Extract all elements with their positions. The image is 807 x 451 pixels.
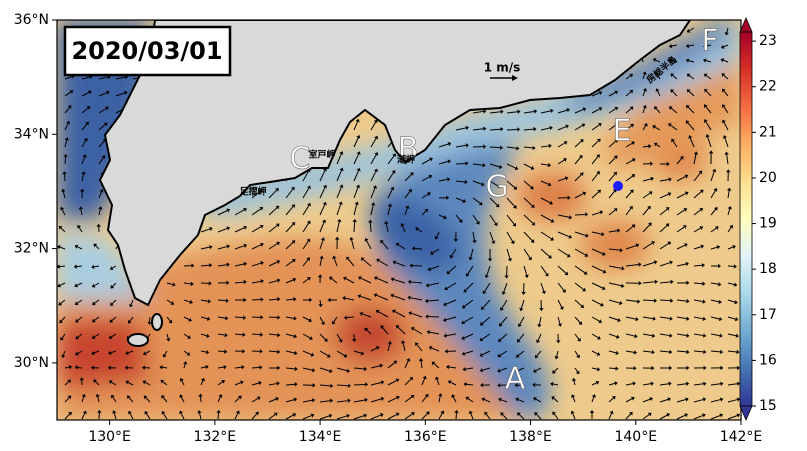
colorbar-bar [740,32,752,406]
point-label: F [701,24,718,59]
vector-shaft [507,129,517,130]
island [152,314,162,330]
vector-shaft [286,299,294,300]
vector-shaft [694,265,702,266]
colorbar-tick-label: 23 [759,33,777,49]
vector-shaft [370,223,371,232]
x-tick-label: 134°E [299,429,342,445]
y-tick-label: 30°N [14,355,49,371]
vector-shaft [660,300,670,301]
colorbar-tick-label: 19 [759,216,777,232]
vector-shaft [320,300,321,304]
y-tick-label: 36°N [14,12,49,28]
colorbar-tick-label: 17 [759,307,777,323]
point-label: G [485,170,508,205]
x-tick-label: 130°E [88,429,131,445]
vector-shaft [347,317,354,318]
vector-shaft [77,266,82,267]
colorbar-tick-label: 20 [759,170,777,186]
place-label: 室戸岬 [308,149,335,161]
vector-shaft [643,300,654,301]
date-title: 2020/03/01 [71,37,222,65]
vector-shaft [337,385,348,386]
colorbar: 15 16 17 18 19 20 21 22 23 [740,18,777,420]
vector-shaft [575,214,585,215]
vector-shaft [64,174,65,181]
y-tick-label: 32°N [14,241,49,257]
x-tick-label: 142°E [720,429,763,445]
vector-shaft [609,368,616,369]
colorbar-tick-label: 21 [759,124,777,140]
colorbar-extend-bottom [740,406,752,420]
x-tick-label: 136°E [404,429,447,445]
vector-shaft [60,266,65,267]
vector-shaft [218,413,219,419]
colorbar-extend-top [740,18,752,32]
vector-shaft [235,317,243,318]
colorbar-tick-label: 16 [759,352,777,368]
vector-shaft [286,384,295,385]
place-label: 足摺岬 [239,186,266,198]
x-tick-label: 138°E [509,429,552,445]
vector-shaft [694,283,702,284]
point-label: E [613,114,632,149]
vector-shaft [65,157,66,164]
vector-shaft [354,222,355,232]
vector-shaft [218,300,226,301]
ocean-field [57,20,741,420]
x-tick-label: 140°E [614,429,657,445]
colorbar-tick-label: 15 [759,398,777,414]
vector-shaft [78,367,82,368]
place-label: 潮岬 [397,154,415,166]
y-tick-label: 34°N [14,126,49,142]
scale-label: 1 m/s [484,61,521,75]
vector-shaft [456,413,457,419]
point-label: C [290,142,311,177]
vector-shaft [490,147,500,148]
colorbar-tick-label: 22 [759,79,777,95]
vector-shaft [218,351,224,352]
vector-shaft [456,163,466,164]
vector-shaft [415,248,422,249]
vector-shaft [162,367,167,368]
vector-shaft [354,384,365,385]
colorbar-tick-label: 18 [759,261,777,277]
x-tick-label: 132°E [194,429,237,445]
point-label: A [505,362,526,397]
vector-shaft [252,334,260,335]
island [128,334,148,346]
vector-shaft [252,367,259,368]
station-marker [613,181,623,191]
